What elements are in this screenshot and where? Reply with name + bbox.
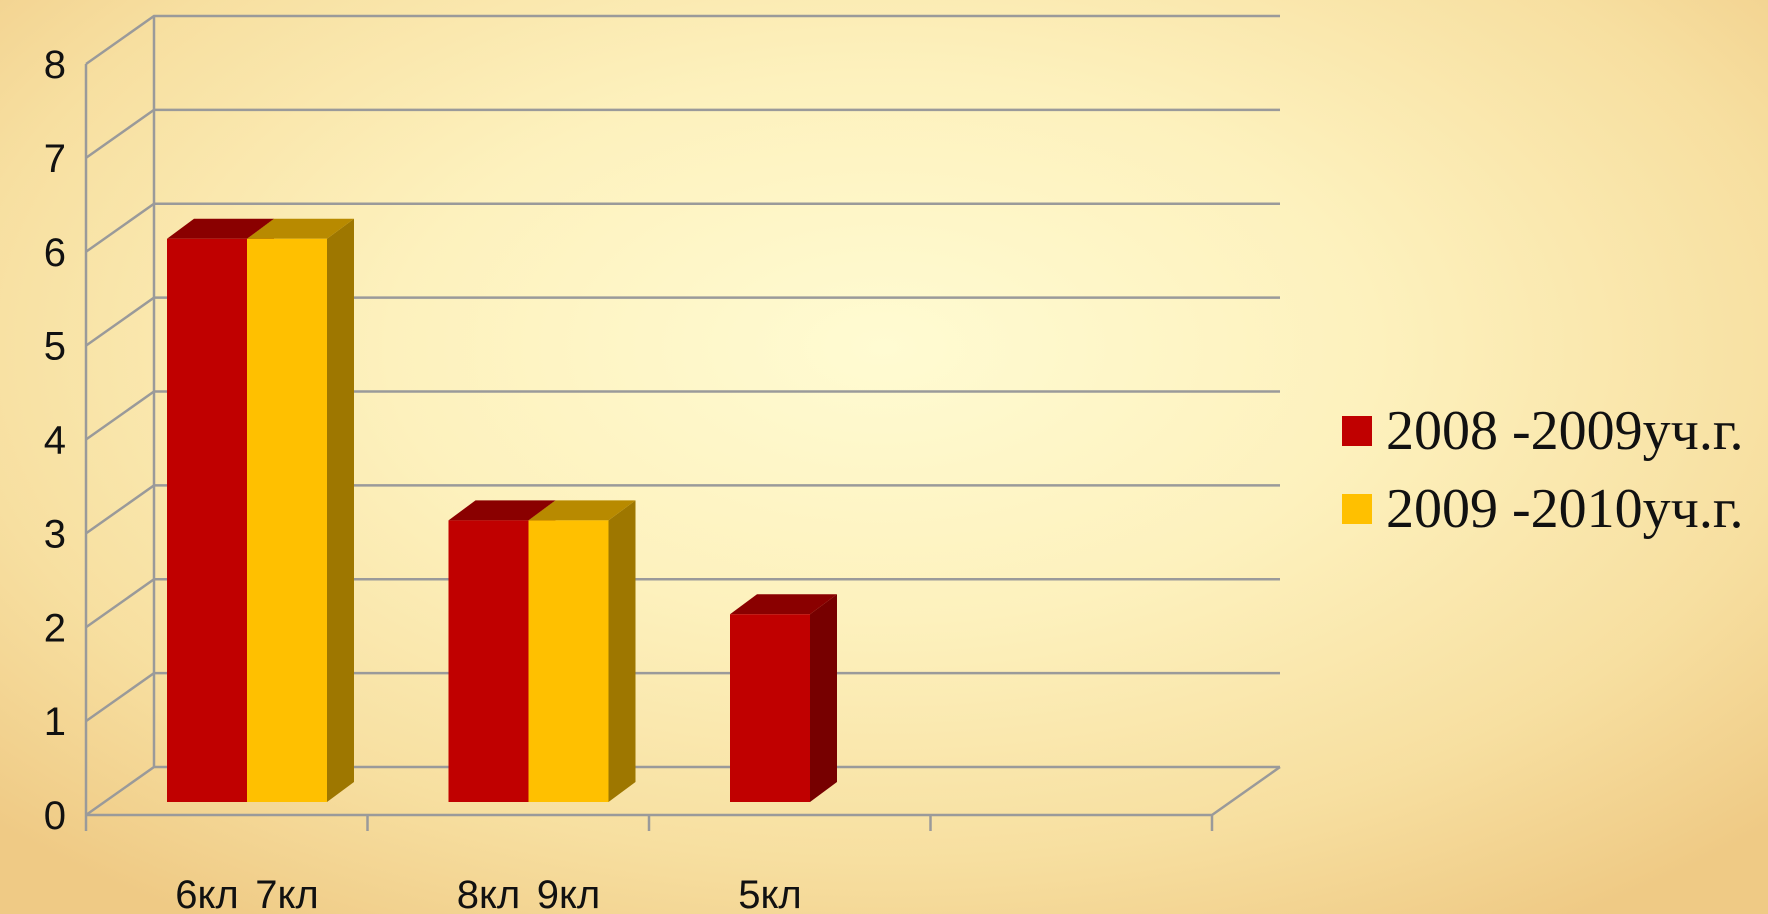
category-label: 9кл [537, 873, 601, 914]
y-tick-label: 4 [44, 419, 66, 463]
legend: 2008 -2009уч.г. 2009 -2010уч.г. [1342, 392, 1743, 548]
bar [528, 500, 636, 802]
y-tick-label: 8 [44, 43, 66, 87]
bar-front [528, 520, 609, 802]
bars [167, 218, 837, 802]
y-tick-labels: 0 1 2 3 4 5 6 7 8 [44, 43, 66, 838]
gridline [85, 14, 1280, 66]
category-label: 8кл [457, 873, 521, 914]
bar-top [167, 218, 274, 239]
category-label: 7кл [255, 873, 319, 914]
category-labels: 6кл 7кл 8кл 9кл 5кл [175, 873, 802, 914]
category-label: 5кл [738, 873, 802, 914]
axes [84, 16, 1281, 831]
bar-top [247, 218, 354, 239]
bar-side [608, 500, 636, 802]
bar [730, 594, 837, 802]
legend-item-series-2: 2009 -2010уч.г. [1342, 470, 1743, 548]
y-tick-label: 1 [44, 700, 66, 744]
bar-top [528, 500, 636, 521]
y-tick-label: 3 [44, 512, 66, 556]
bar-front [448, 520, 529, 802]
y-tick-label: 6 [44, 231, 66, 275]
bar-side [810, 594, 837, 802]
gridline [85, 108, 1280, 159]
legend-label-series-1: 2008 -2009уч.г. [1386, 400, 1744, 462]
y-tick-label: 0 [44, 794, 66, 838]
legend-item-series-1: 2008 -2009уч.г. [1342, 392, 1743, 470]
bar-front [730, 614, 810, 802]
bar-front [247, 238, 327, 802]
legend-swatch-series-1 [1342, 416, 1372, 446]
bar-top [448, 500, 556, 521]
y-tick-label: 5 [44, 325, 66, 369]
bar [247, 218, 354, 802]
bar-top [730, 594, 837, 615]
y-tick-label: 7 [44, 137, 66, 181]
bar-front [167, 238, 247, 802]
legend-label-series-2: 2009 -2010уч.г. [1386, 478, 1744, 540]
bar-side [327, 218, 354, 802]
legend-swatch-series-2 [1342, 494, 1372, 524]
y-tick-label: 2 [44, 606, 66, 650]
category-label: 6кл [175, 873, 239, 914]
